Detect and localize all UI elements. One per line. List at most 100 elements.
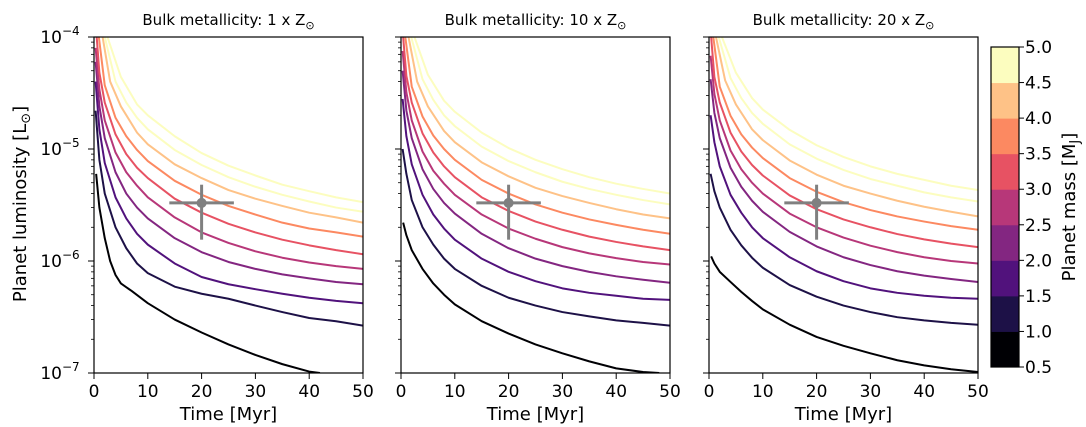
series-line-mass-2.5: [401, 50, 670, 266]
plot-frame: [708, 36, 979, 374]
data-point: [196, 197, 207, 208]
data-point: [503, 197, 514, 208]
series-line-mass-4.5: [717, 37, 978, 203]
colorbar-segment: [991, 260, 1019, 297]
x-tick-label: 40: [605, 382, 627, 402]
series-line-mass-4: [407, 37, 670, 220]
colorbar-segment: [991, 118, 1019, 155]
series-line-mass-2: [401, 70, 670, 284]
y-tick-base: 10: [40, 28, 62, 48]
y-tick-exp: −6: [62, 248, 80, 262]
x-axis-label: Time [Myr]: [179, 404, 277, 425]
x-axis-label: Time [Myr]: [794, 404, 892, 425]
colorbar-tick-label: 4.5: [1025, 74, 1052, 94]
y-tick-exp: −5: [62, 136, 80, 150]
panel-title-text: Bulk metallicity: 20 x Z: [753, 11, 926, 29]
series-line-mass-1: [709, 173, 978, 326]
colorbar-tick-label: 5.0: [1025, 38, 1052, 58]
y-axis-label-text: Planet luminosity [L: [10, 124, 31, 302]
series-line-mass-5: [106, 37, 363, 204]
series-line-mass-3: [710, 37, 978, 249]
x-tick-label: 30: [245, 382, 267, 402]
series-line-mass-5: [720, 37, 978, 192]
panel-title: Bulk metallicity: 1 x Z⊙: [142, 11, 314, 32]
x-tick-label: 0: [396, 382, 407, 402]
x-tick-label: 20: [191, 382, 213, 402]
x-tick-label: 20: [498, 382, 520, 402]
panel-title-text: Bulk metallicity: 1 x Z: [142, 11, 305, 29]
x-tick-label: 10: [137, 382, 159, 402]
series-line-mass-0.5: [95, 173, 321, 373]
x-tick-label: 50: [352, 382, 374, 402]
y-tick-base: 10: [40, 140, 62, 160]
y-tick-base: 10: [40, 364, 62, 384]
data-point-marker: [169, 184, 234, 240]
y-tick-base: 10: [40, 252, 62, 272]
colorbar-tick-label: 2.0: [1025, 251, 1052, 271]
x-tick-label: 0: [89, 382, 100, 402]
y-tick-label: 10−4: [40, 24, 79, 48]
panel-title-sub: ⊙: [925, 19, 934, 32]
series-line-mass-0.5: [402, 222, 660, 373]
series-line-mass-0.5: [710, 255, 978, 373]
panel-title-sub: ⊙: [305, 19, 314, 32]
colorbar-tick-label: 0.5: [1025, 358, 1052, 378]
colorbar-tick-label: 2.5: [1025, 216, 1052, 236]
y-tick-exp: −7: [62, 360, 80, 374]
y-axis-label: Planet luminosity [L⊙]: [10, 106, 34, 302]
x-axis-label: Time [Myr]: [486, 404, 584, 425]
data-point: [811, 197, 822, 208]
x-tick-label: 50: [659, 382, 681, 402]
x-tick-label: 40: [913, 382, 935, 402]
x-tick-label: 20: [806, 382, 828, 402]
x-tick-label: 10: [752, 382, 774, 402]
series-line-mass-1: [401, 148, 670, 327]
panel-1: Bulk metallicity: 1 x Z⊙ 0 10 20 30 40 50 Time …: [40, 11, 373, 425]
data-point-marker: [784, 184, 849, 240]
series-line-mass-3.5: [404, 37, 670, 235]
panel-title: Bulk metallicity: 20 x Z⊙: [753, 11, 935, 32]
colorbar-frame: [990, 46, 1020, 368]
colorbar-label-close: ]: [1059, 133, 1080, 140]
x-tick-label: 50: [967, 382, 989, 402]
colorbar-tick-label: 3.0: [1025, 180, 1052, 200]
series-line-mass-2.5: [94, 47, 363, 270]
colorbar-tick-label: 4.0: [1025, 109, 1052, 129]
colorbar: 0.5 1.0 1.5 2.0 2.5 3.0 3.5 4.0 4.5 5.0 Planet mas…: [990, 38, 1083, 378]
series-line-mass-4: [715, 37, 978, 218]
series-line-mass-5: [413, 37, 670, 195]
series-line-mass-1.5: [709, 115, 978, 300]
panel-2: Bulk metallicity: 10 x Z⊙ 0 10 20 30 40 50 Time…: [395, 11, 681, 425]
colorbar-tick-label: 1.0: [1025, 322, 1052, 342]
x-tick-label: 0: [704, 382, 715, 402]
series-line-mass-4.5: [410, 37, 670, 206]
x-tick-label: 30: [552, 382, 574, 402]
x-tick-label: 30: [860, 382, 882, 402]
series-group: [709, 37, 978, 373]
series-line-mass-3.5: [97, 37, 363, 238]
colorbar-label-text: Planet mass [M: [1059, 144, 1080, 282]
colorbar-label: Planet mass [MJ]: [1059, 133, 1083, 282]
y-tick-label: 10−7: [40, 360, 79, 384]
x-tick-label: 10: [444, 382, 466, 402]
series-line-mass-3: [402, 37, 670, 252]
panel-title-sub: ⊙: [617, 19, 626, 32]
colorbar-segment: [991, 295, 1019, 332]
series-line-mass-1.5: [94, 81, 363, 305]
series-line-mass-2: [94, 61, 363, 286]
colorbar-segment: [991, 331, 1019, 368]
series-line-mass-4.5: [103, 37, 363, 213]
x-tick-label: 40: [298, 382, 320, 402]
series-line-mass-2.5: [709, 55, 978, 265]
plot-frame: [400, 36, 671, 374]
y-axis-label-close: ]: [10, 106, 31, 113]
data-point-marker: [476, 184, 541, 240]
colorbar-segment: [991, 47, 1019, 84]
y-tick-label: 10−5: [40, 136, 79, 160]
colorbar-tick-label: 1.5: [1025, 287, 1052, 307]
series-line-mass-1.5: [401, 98, 670, 301]
series-line-mass-2: [709, 79, 978, 283]
colorbar-segment: [991, 189, 1019, 226]
colorbar-tick-label: 3.5: [1025, 145, 1052, 165]
